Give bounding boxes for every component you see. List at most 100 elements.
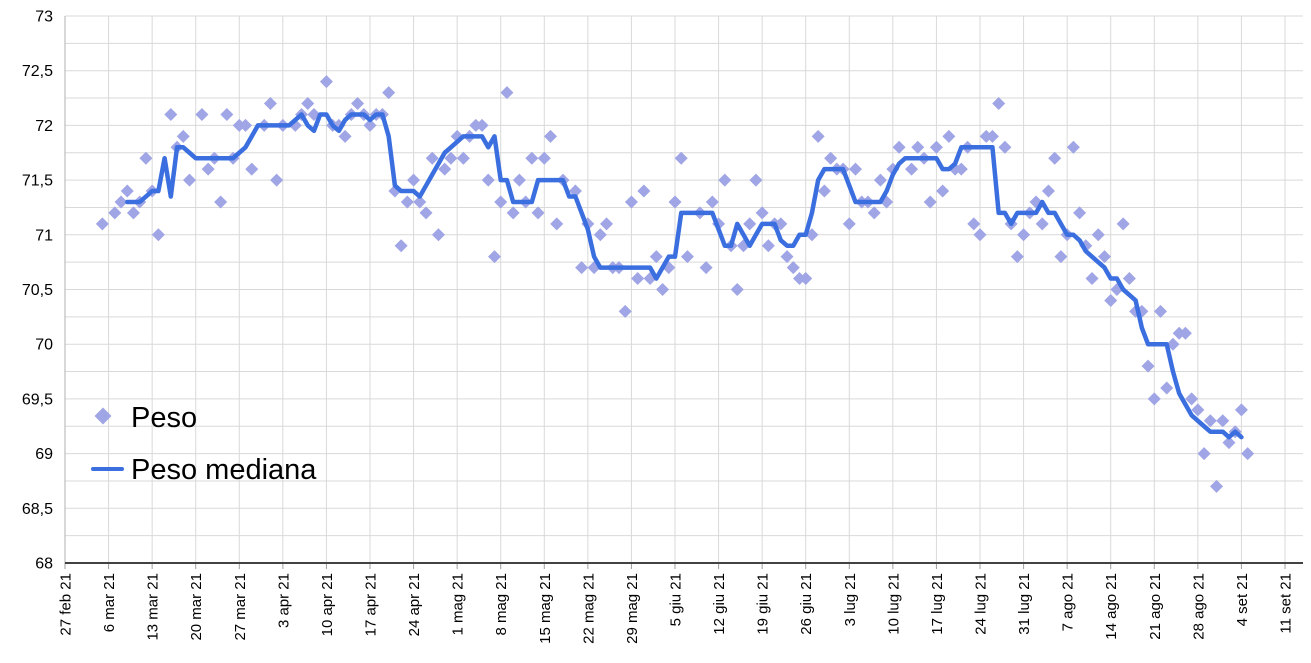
peso-point bbox=[270, 173, 284, 187]
peso-point bbox=[419, 206, 433, 220]
peso-point bbox=[481, 173, 495, 187]
peso-point bbox=[998, 140, 1012, 154]
peso-point bbox=[201, 162, 215, 176]
peso-point bbox=[363, 118, 377, 132]
peso-point bbox=[1147, 392, 1161, 406]
x-tick-label: 27 mar 21 bbox=[232, 573, 249, 641]
peso-point bbox=[668, 195, 682, 209]
x-tick-label: 7 ago 21 bbox=[1060, 573, 1077, 631]
peso-point bbox=[786, 261, 800, 275]
y-tick-label: 71 bbox=[35, 227, 53, 244]
peso-point bbox=[674, 151, 688, 165]
peso-point bbox=[1203, 414, 1217, 428]
peso-point bbox=[319, 75, 333, 89]
peso-point bbox=[438, 162, 452, 176]
x-tick-label: 29 mag 21 bbox=[624, 573, 641, 644]
y-tick-label: 71,5 bbox=[22, 173, 53, 190]
peso-point bbox=[301, 97, 315, 111]
peso-point bbox=[824, 151, 838, 165]
peso-point bbox=[1154, 304, 1168, 318]
peso-point bbox=[743, 217, 757, 231]
peso-point bbox=[1234, 403, 1248, 417]
x-tick-label: 14 ago 21 bbox=[1103, 573, 1120, 640]
peso-point bbox=[1222, 436, 1236, 450]
peso-point bbox=[730, 283, 744, 296]
x-tick-label: 24 lug 21 bbox=[973, 573, 990, 635]
peso-point bbox=[431, 228, 445, 242]
peso-point bbox=[942, 129, 956, 143]
peso-point bbox=[151, 228, 165, 242]
peso-point bbox=[1178, 326, 1192, 340]
peso-point bbox=[817, 184, 831, 198]
peso-point bbox=[1185, 392, 1199, 406]
peso-point bbox=[239, 118, 253, 132]
x-tick-label: 17 lug 21 bbox=[929, 573, 946, 635]
peso-point bbox=[799, 272, 813, 286]
x-tick-label: 4 set 21 bbox=[1234, 573, 1251, 626]
peso-point bbox=[624, 195, 638, 209]
peso-point bbox=[1085, 272, 1099, 286]
peso-point bbox=[811, 129, 825, 143]
peso-point bbox=[849, 162, 863, 176]
peso-point bbox=[637, 184, 651, 198]
peso-point bbox=[929, 140, 943, 154]
x-tick-label: 15 mag 21 bbox=[537, 573, 554, 644]
peso-point bbox=[973, 228, 987, 242]
peso-point bbox=[967, 217, 981, 231]
peso-point bbox=[1041, 184, 1055, 198]
peso-point bbox=[487, 250, 501, 264]
peso-point bbox=[537, 151, 551, 165]
peso-point bbox=[544, 129, 558, 143]
peso-point bbox=[705, 195, 719, 209]
peso-point bbox=[1210, 479, 1224, 493]
peso-point bbox=[139, 151, 153, 165]
peso-point bbox=[1097, 250, 1111, 264]
peso-point bbox=[1048, 151, 1062, 165]
peso-point bbox=[873, 173, 887, 187]
peso-point bbox=[1104, 293, 1118, 307]
y-tick-label: 70,5 bbox=[22, 282, 53, 299]
peso-point bbox=[164, 107, 178, 121]
peso-point bbox=[456, 151, 470, 165]
peso-point bbox=[195, 107, 209, 121]
x-tick-label: 13 mar 21 bbox=[145, 573, 162, 641]
peso-point bbox=[780, 250, 794, 264]
peso-point bbox=[761, 239, 775, 253]
peso-point bbox=[245, 162, 259, 176]
x-tick-label: 8 mag 21 bbox=[493, 573, 510, 636]
peso-point bbox=[755, 206, 769, 220]
peso-point bbox=[394, 239, 408, 253]
peso-point bbox=[593, 228, 607, 242]
y-tick-label: 73 bbox=[35, 9, 53, 26]
peso-point bbox=[1017, 228, 1031, 242]
peso-point bbox=[506, 206, 520, 220]
y-tick-label: 68 bbox=[35, 556, 53, 573]
x-tick-label: 17 apr 21 bbox=[363, 573, 380, 636]
peso-point bbox=[892, 140, 906, 154]
peso-point bbox=[1054, 250, 1068, 264]
peso-point bbox=[338, 129, 352, 143]
x-tick-label: 26 giu 21 bbox=[798, 573, 815, 635]
peso-point bbox=[114, 195, 128, 209]
peso-point bbox=[382, 86, 396, 100]
y-tick-label: 69 bbox=[35, 446, 53, 463]
peso-point bbox=[867, 206, 881, 220]
peso-point bbox=[985, 129, 999, 143]
x-tick-label: 19 giu 21 bbox=[755, 573, 772, 635]
peso-point bbox=[531, 206, 545, 220]
peso-point bbox=[95, 217, 109, 231]
peso-point bbox=[1141, 359, 1155, 373]
peso-point bbox=[263, 97, 277, 111]
y-tick-label: 70 bbox=[35, 337, 53, 354]
peso-point bbox=[1191, 403, 1205, 417]
peso-point bbox=[1010, 250, 1024, 264]
peso-point bbox=[911, 140, 925, 154]
x-tick-label: 1 mag 21 bbox=[450, 573, 467, 636]
x-tick-label: 27 feb 21 bbox=[58, 573, 75, 636]
mediana-line bbox=[124, 112, 1244, 440]
peso-point bbox=[842, 217, 856, 231]
x-tick-label: 22 mag 21 bbox=[580, 573, 597, 644]
peso-point bbox=[936, 184, 950, 198]
peso-point bbox=[220, 107, 234, 121]
